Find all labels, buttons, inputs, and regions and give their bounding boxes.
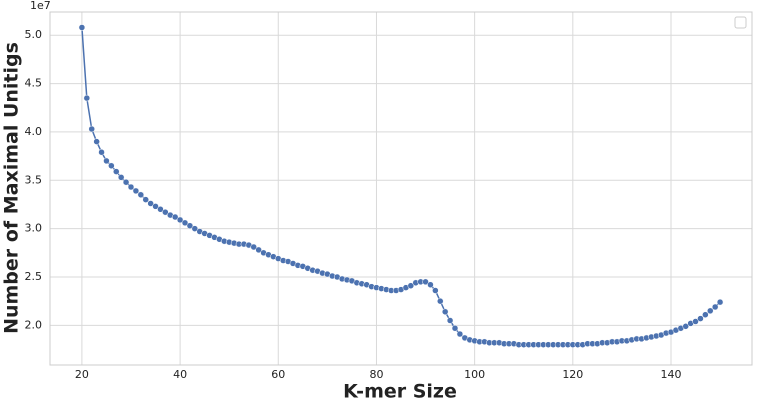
point [181,219,189,227]
point [108,162,115,170]
point [437,297,444,305]
point [255,246,262,254]
point [456,330,464,338]
point [103,157,110,165]
point [432,287,439,294]
point [162,208,169,216]
point [697,315,704,322]
point [451,324,459,332]
point [98,148,105,156]
point [711,303,719,311]
x-tick-label: 20 [75,368,89,381]
x-axis-title: K-mer Size [343,381,457,401]
x-tick-label: 100 [464,368,485,381]
series-line [81,27,721,346]
y-tick-label: 4.0 [25,125,43,138]
point [157,206,164,213]
point [250,243,257,251]
x-tick-label: 140 [661,368,682,381]
y-axis-title: Number of Maximal Unitigs [1,42,23,334]
point [702,311,709,318]
y-tick-label: 3.5 [25,173,43,186]
y-tick-label: 5.0 [25,28,43,41]
point [441,308,449,316]
y-tick-label: 2.0 [25,318,43,331]
point [127,183,135,191]
y-tick-label: 3.0 [25,222,43,235]
legend-box [734,16,747,29]
point [422,278,429,286]
point [117,174,125,181]
point [113,168,120,175]
point [132,187,140,195]
point [191,225,199,232]
point [716,298,724,306]
point [446,317,454,324]
point [407,282,415,289]
x-tick-label: 120 [562,368,583,381]
y-tick-label: 2.5 [25,270,43,283]
point [142,196,149,203]
point [88,125,95,133]
point [83,94,91,102]
point [427,281,434,288]
point [152,203,159,210]
y-offset-label: 1e7 [30,0,51,12]
point [171,213,179,221]
point [137,191,145,199]
point [93,138,100,145]
y-tick-label: 4.5 [25,77,43,90]
point [186,222,194,229]
plot-frame [49,11,753,366]
point [707,307,714,315]
x-tick-label: 60 [271,368,285,381]
point [176,216,184,224]
point [78,24,86,31]
point [682,323,689,330]
x-tick-label: 80 [369,368,383,381]
point [147,200,154,207]
point [692,318,699,325]
x-tick-label: 40 [173,368,187,381]
point [122,178,130,186]
